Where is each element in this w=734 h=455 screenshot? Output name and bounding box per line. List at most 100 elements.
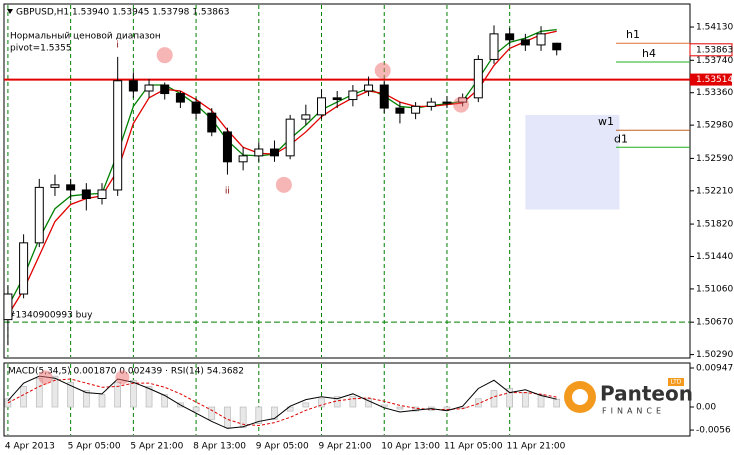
macd-bar <box>522 392 529 408</box>
wave-mark: i <box>116 40 119 50</box>
price-label-box <box>689 43 733 57</box>
candle-body <box>50 184 60 188</box>
macd-bar <box>396 406 404 410</box>
macd-bar <box>239 406 247 428</box>
candle-body <box>269 148 279 157</box>
sub-frame <box>3 362 691 437</box>
pivot-circle <box>453 96 470 113</box>
y-tick-label: 1.54130 <box>696 23 733 33</box>
candle-body <box>175 93 185 103</box>
candle-body <box>3 293 13 321</box>
level-label: d1 <box>614 132 628 145</box>
macd-circle <box>38 370 53 385</box>
candle-body <box>426 101 436 107</box>
candle-body <box>332 97 342 101</box>
y-tick-label: 1.50290 <box>696 350 733 360</box>
macd-bar <box>537 394 545 408</box>
y-tick-label: 1.51440 <box>696 252 733 262</box>
macd-bar <box>412 406 419 412</box>
macd-bar <box>208 406 216 420</box>
macd-bar <box>302 402 310 408</box>
candle-body <box>489 33 499 60</box>
candle-body <box>66 184 76 191</box>
y-tick-label: 1.53740 <box>696 56 733 66</box>
macd-bar <box>20 386 27 408</box>
candle-body <box>505 33 515 41</box>
pivot-circle <box>374 62 391 79</box>
candle-body <box>301 114 311 120</box>
candle-body <box>395 107 405 114</box>
macd-bar <box>51 375 59 408</box>
x-tick-label: 10 Apr 13:00 <box>381 442 440 452</box>
wave-mark: ii <box>225 186 230 196</box>
candle-body <box>19 242 29 295</box>
y-tick-label: -0.0056 <box>696 426 731 436</box>
y-tick-label: 1.52980 <box>696 121 733 131</box>
candle-body <box>285 118 295 157</box>
macd-bar <box>506 388 513 408</box>
logo-badge <box>668 378 684 386</box>
macd-signal <box>7 378 557 427</box>
candle-body <box>364 84 374 92</box>
y-tick-label: 1.52590 <box>696 154 733 164</box>
macd-bar <box>67 382 74 408</box>
x-tick-label: 9 Apr 21:00 <box>319 442 372 452</box>
candle-body <box>254 148 264 157</box>
annotation: pivot=1.5355 <box>10 44 72 54</box>
x-tick-label: 4 Apr 2013 <box>5 442 55 452</box>
candle-body <box>238 155 248 163</box>
macd-circle <box>115 370 130 385</box>
y-tick-label: 1.50670 <box>696 318 733 328</box>
level-label: w1 <box>598 115 614 128</box>
macd-bar <box>255 406 263 424</box>
macd-bar <box>490 390 498 408</box>
pivot-label: 1.53514 <box>696 75 733 85</box>
pivot-circle <box>275 176 292 193</box>
candle-body <box>442 101 452 104</box>
macd-bar <box>365 398 372 408</box>
macd-bar <box>130 379 137 408</box>
annotation: Нормальный ценовой диапазон <box>10 32 161 42</box>
macd-bar <box>349 396 357 408</box>
pivot-label-box <box>690 73 732 86</box>
macd-bar <box>83 390 90 408</box>
logo-name: Panteon <box>600 382 693 406</box>
chart-title: GBPUSD,H1 1.53940 1.53945 1.53798 1.5386… <box>16 8 229 18</box>
x-tick-label: 8 Apr 13:00 <box>193 442 246 452</box>
main-frame <box>3 3 691 359</box>
candle-body <box>144 84 154 92</box>
y-tick-label: 1.51060 <box>696 284 733 294</box>
candle-body <box>97 189 107 199</box>
macd-bar <box>145 386 153 408</box>
candle-body <box>34 186 44 244</box>
macd-bar <box>192 406 200 412</box>
range-box <box>525 114 620 210</box>
y-tick-label: 0.00 <box>696 403 716 413</box>
y-tick-label: 0.009478 <box>696 363 734 373</box>
macd-bar <box>318 398 325 408</box>
candle-body <box>473 58 483 99</box>
y-tick-label: 1.51820 <box>696 220 733 230</box>
level-label: h4 <box>642 47 656 60</box>
x-tick-label: 9 Apr 05:00 <box>256 442 309 452</box>
candle-body <box>348 90 358 101</box>
macd-bar <box>553 398 561 408</box>
pivot-circle <box>156 47 173 64</box>
candle-body <box>552 42 562 51</box>
candle-body <box>520 39 530 46</box>
candle-body <box>81 189 91 199</box>
y-tick-label: 1.53360 <box>696 88 733 98</box>
macd-bar <box>475 398 482 408</box>
candle-body <box>128 80 138 92</box>
macd-bar <box>271 406 278 420</box>
candle-body <box>536 33 546 46</box>
candle-body <box>113 80 123 191</box>
candle-body <box>160 84 170 95</box>
x-tick-label: 5 Apr 21:00 <box>130 442 183 452</box>
menu-arrow <box>7 9 13 14</box>
candle-body <box>411 105 421 114</box>
x-tick-label: 11 Apr 05:00 <box>444 442 503 452</box>
macd-line <box>7 375 557 429</box>
logo-icon <box>572 389 588 405</box>
